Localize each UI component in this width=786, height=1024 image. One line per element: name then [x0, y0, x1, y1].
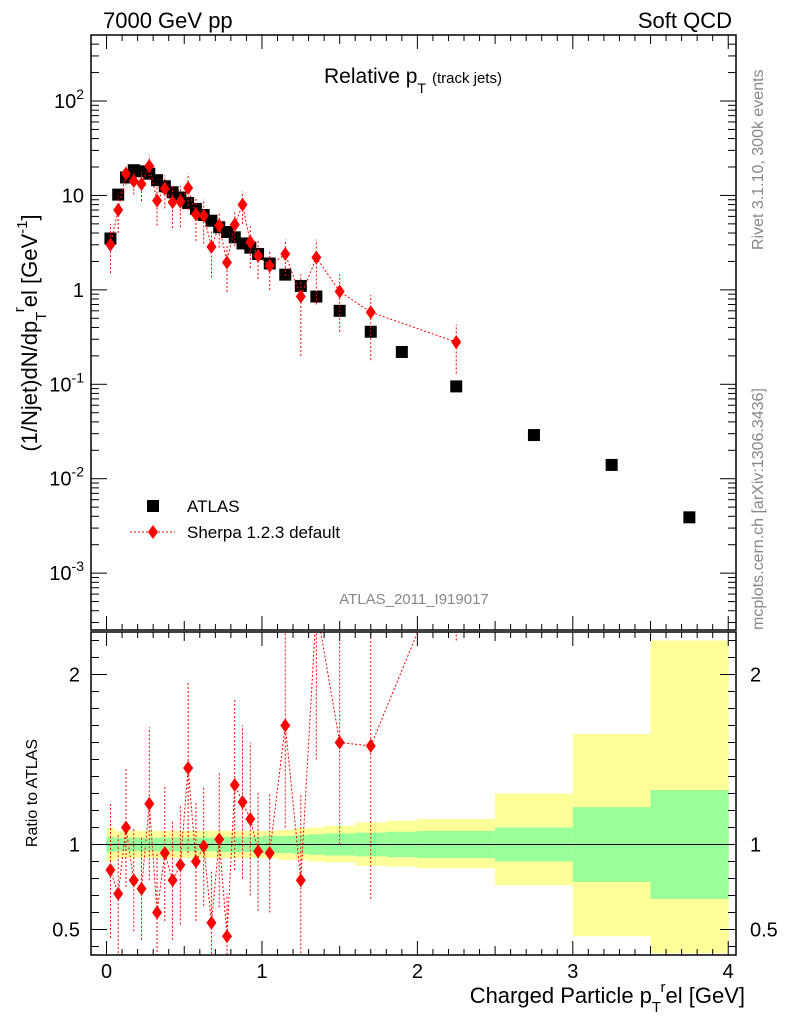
- sherpa-point: [229, 217, 240, 232]
- legend-atlas-marker: [147, 500, 159, 512]
- legend-sherpa-marker: [148, 525, 158, 539]
- y-tick-label: 10-1: [49, 369, 84, 396]
- sherpa-point: [144, 158, 155, 173]
- sherpa-point: [159, 181, 170, 196]
- y-tick-label: 1: [69, 835, 80, 857]
- main-plot-frame: [90, 34, 737, 631]
- sherpa-ratio-point: [144, 796, 155, 811]
- atlas-point: [683, 511, 696, 524]
- sherpa-ratio-point: [365, 738, 376, 753]
- sherpa-ratio-point: [167, 873, 178, 888]
- y-tick-label: 10: [62, 185, 84, 207]
- sherpa-point: [264, 258, 275, 273]
- sherpa-ratio-point: [280, 718, 291, 733]
- sherpa-point: [152, 193, 163, 208]
- sherpa-ratio-point: [311, 600, 321, 614]
- atlas-point: [450, 380, 463, 393]
- sherpa-point: [280, 246, 291, 261]
- x-axis-label: Charged Particle pTrel [GeV]: [470, 979, 745, 1016]
- sherpa-point: [311, 250, 322, 265]
- sherpa-ratio-point: [206, 915, 217, 930]
- y-tick-label-right: 2: [750, 665, 761, 687]
- sherpa-point: [120, 166, 131, 181]
- sherpa-point: [136, 177, 147, 192]
- y-tick-label: 2: [69, 665, 80, 687]
- sherpa-point: [221, 255, 232, 270]
- sherpa-point: [113, 203, 124, 218]
- sherpa-point: [214, 218, 225, 233]
- x-tick-label: 0: [101, 961, 112, 983]
- sherpa-point: [334, 284, 345, 299]
- sherpa-ratio-point: [214, 832, 225, 847]
- ratio-y-axis-label: Ratio to ATLAS: [24, 739, 41, 847]
- header-right-label: Soft QCD: [638, 8, 732, 33]
- sherpa-ratio-point: [120, 820, 131, 835]
- y-tick-label: 10-2: [49, 464, 84, 491]
- sherpa-ratio-point: [229, 778, 240, 792]
- atlas-point: [527, 429, 540, 442]
- mcplots-label: mcplots.cern.ch [arXiv:1306.3436]: [750, 388, 767, 630]
- sherpa-point: [237, 197, 248, 212]
- y-tick-label: 102: [54, 86, 84, 113]
- sherpa-ratio-point: [128, 873, 139, 888]
- sherpa-ratio-point: [264, 846, 275, 860]
- sherpa-ratio-point: [334, 735, 345, 750]
- atlas-point: [112, 188, 125, 201]
- x-tick-label: 3: [567, 961, 578, 983]
- sherpa-point: [167, 195, 178, 210]
- y-tick-label-right: 1: [750, 835, 761, 857]
- atlas-point: [395, 345, 408, 358]
- sherpa-point: [295, 289, 306, 304]
- sherpa-point: [105, 237, 116, 252]
- ratio-panel: 0 1 2 3 4 0.5 0.5 1 1 2 2 Ratio to ATLAS Charged P…: [24, 532, 778, 1016]
- sherpa-point: [128, 174, 139, 189]
- sherpa-ratio-point: [113, 886, 124, 901]
- sherpa-ratio-point: [136, 881, 147, 896]
- main-panel: 10-3 10-2 10-1 1 10 102 Relative pT(track jet…: [11, 34, 737, 631]
- y-tick-label: 0.5: [52, 920, 80, 942]
- x-tick-label: 4: [723, 961, 734, 983]
- sherpa-ratio-point: [190, 854, 201, 869]
- x-tick-label: 2: [412, 961, 423, 983]
- sherpa-point: [206, 239, 217, 254]
- atlas-point: [605, 458, 618, 471]
- sherpa-point: [183, 180, 194, 195]
- main-plot-title: Relative pT(track jets): [324, 65, 502, 96]
- x-tick-label: 1: [256, 961, 267, 983]
- sherpa-ratio-point: [245, 812, 256, 826]
- legend-sherpa-label: Sherpa 1.2.3 default: [187, 523, 340, 542]
- sherpa-ratio-point: [152, 905, 163, 920]
- sherpa-point: [198, 208, 209, 223]
- main-y-axis-label: (1/Njet)dN/dpTrel [GeV-1]: [11, 214, 50, 451]
- y-tick-label: 1: [73, 280, 84, 302]
- sherpa-point: [451, 335, 462, 350]
- sherpa-ratio-point: [221, 929, 232, 944]
- rivet-version-label: Rivet 3.1.10, 300k events: [750, 69, 767, 250]
- sherpa-ratio-point: [253, 844, 264, 859]
- sherpa-ratio-point: [295, 873, 306, 888]
- sherpa-ratio-point: [198, 839, 209, 854]
- atlas-point: [310, 290, 323, 303]
- legend: ATLAS Sherpa 1.2.3 default: [130, 497, 340, 542]
- sherpa-ratio-point: [183, 761, 194, 775]
- sherpa-ratio-point: [159, 846, 170, 860]
- sherpa-ratio-point: [451, 532, 461, 546]
- header-left-label: 7000 GeV pp: [103, 8, 233, 33]
- sherpa-ratio-point: [175, 857, 186, 872]
- legend-atlas-label: ATLAS: [187, 497, 240, 516]
- sherpa-point: [365, 305, 376, 320]
- sherpa-ratio-point: [237, 795, 248, 809]
- y-tick-label-right: 0.5: [750, 920, 778, 942]
- analysis-label: ATLAS_2011_I919017: [339, 591, 489, 608]
- sherpa-ratio-point: [105, 863, 116, 877]
- sherpa-point: [245, 235, 256, 250]
- sherpa-point: [253, 248, 264, 263]
- sherpa-point: [175, 194, 186, 209]
- sherpa-point: [190, 207, 201, 222]
- y-tick-label: 10-3: [49, 558, 84, 585]
